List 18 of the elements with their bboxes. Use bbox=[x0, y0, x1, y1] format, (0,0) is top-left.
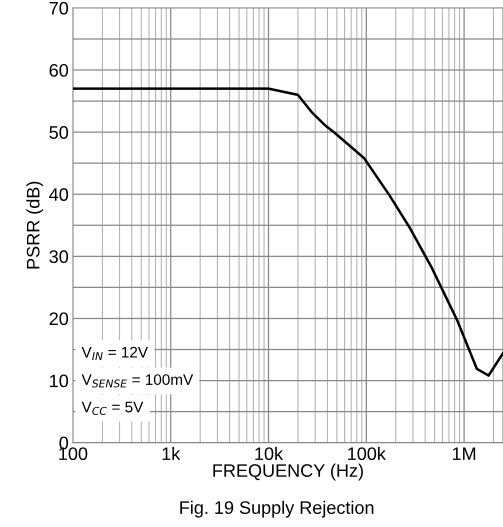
y-tick-label: 50 bbox=[49, 126, 68, 139]
annotation: V$_{IN}$ = 12V bbox=[82, 346, 148, 360]
y-axis-title: PSRR (dB) bbox=[26, 182, 44, 268]
y-tick-label: 60 bbox=[50, 64, 68, 77]
caption: Fig. 19 Supply Rejection bbox=[180, 500, 374, 518]
x-tick-label: 100 bbox=[59, 447, 88, 460]
y-tick-label: 30 bbox=[49, 250, 68, 264]
x-tick-label: 1k bbox=[162, 446, 180, 460]
y-tick-label: 20 bbox=[50, 312, 68, 326]
y-tick-label: 10 bbox=[50, 374, 68, 388]
x-tick-label: 10k bbox=[255, 446, 284, 460]
x-tick-label: 1M bbox=[452, 448, 476, 460]
y-tick-label: 70 bbox=[50, 2, 68, 15]
x-axis-title: FREQUENCY (Hz) bbox=[213, 464, 363, 480]
annotation: V$_{CC}$ = 5V bbox=[82, 402, 144, 415]
x-tick-label: 100k bbox=[348, 446, 386, 460]
y-tick-label: 40 bbox=[49, 188, 68, 201]
annotation: V$_{SENSE}$ = 100mV bbox=[82, 374, 194, 388]
